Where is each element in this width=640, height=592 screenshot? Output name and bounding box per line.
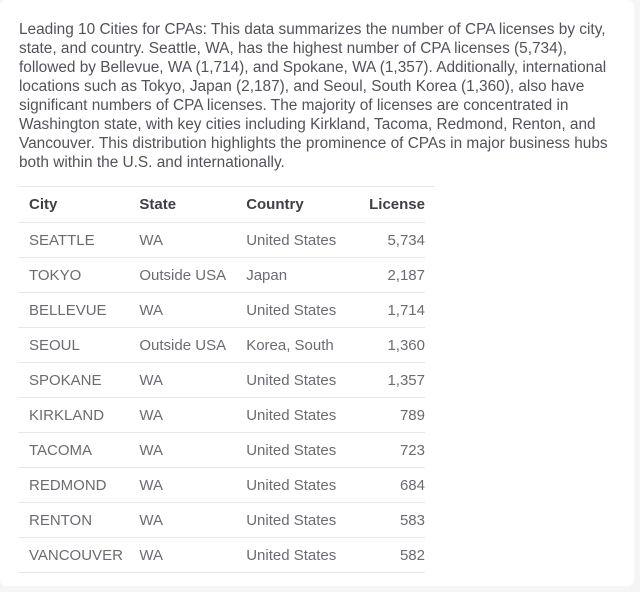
cell-city: KIRKLAND xyxy=(18,397,140,433)
cell-city: TACOMA xyxy=(18,432,140,468)
cell-city: RENTON xyxy=(18,502,140,538)
cell-country: United States xyxy=(246,537,354,573)
cell-state: WA xyxy=(139,292,247,328)
cell-license: 1,357 xyxy=(353,362,425,398)
cell-license: 2,187 xyxy=(353,257,425,293)
table-row: SEOUL Outside USA Korea, South 1,360 xyxy=(18,327,425,363)
cell-city: SEATTLE xyxy=(18,222,140,258)
cell-state: WA xyxy=(139,222,247,258)
cell-country: United States xyxy=(246,432,354,468)
cpa-table-container: City State Country License SEATTLE WA Un… xyxy=(18,186,435,573)
cell-country: United States xyxy=(246,222,354,258)
cell-license: 582 xyxy=(353,537,425,573)
cell-license: 5,734 xyxy=(353,222,425,258)
cell-state: Outside USA xyxy=(139,257,247,293)
cell-state: Outside USA xyxy=(139,327,247,363)
cell-state: WA xyxy=(139,397,247,433)
cell-city: SEOUL xyxy=(18,327,140,363)
table-row: VANCOUVER WA United States 582 xyxy=(18,537,425,573)
cell-country: United States xyxy=(246,502,354,538)
table-row: SEATTLE WA United States 5,734 xyxy=(18,222,425,258)
summary-text: Leading 10 Cities for CPAs: This data su… xyxy=(19,21,608,171)
cell-country: United States xyxy=(246,362,354,398)
table-row: REDMOND WA United States 684 xyxy=(18,467,425,503)
cell-license: 1,360 xyxy=(353,327,425,363)
header-state: State xyxy=(139,187,247,223)
cell-city: REDMOND xyxy=(18,467,140,503)
table-row: BELLEVUE WA United States 1,714 xyxy=(18,292,425,328)
cell-city: SPOKANE xyxy=(18,362,140,398)
cell-country: Japan xyxy=(246,257,354,293)
cell-city: VANCOUVER xyxy=(18,537,140,573)
table-row: TOKYO Outside USA Japan 2,187 xyxy=(18,257,425,293)
header-country: Country xyxy=(246,187,354,223)
table-row: TACOMA WA United States 723 xyxy=(18,432,425,468)
header-city: City xyxy=(18,187,140,223)
cell-country: United States xyxy=(246,292,354,328)
table-row: KIRKLAND WA United States 789 xyxy=(18,397,425,433)
cell-state: WA xyxy=(139,502,247,538)
cell-license: 583 xyxy=(353,502,425,538)
cell-country: United States xyxy=(246,397,354,433)
cell-license: 684 xyxy=(353,467,425,503)
table-row: RENTON WA United States 583 xyxy=(18,502,425,538)
cpa-licenses-table: City State Country License SEATTLE WA Un… xyxy=(18,187,425,573)
cell-state: WA xyxy=(139,362,247,398)
cell-country: United States xyxy=(246,467,354,503)
header-license: License xyxy=(353,187,425,223)
cell-license: 1,714 xyxy=(353,292,425,328)
table-header-row: City State Country License xyxy=(18,187,425,223)
cell-state: WA xyxy=(139,432,247,468)
cell-license: 789 xyxy=(353,397,425,433)
table-row: SPOKANE WA United States 1,357 xyxy=(18,362,425,398)
cell-city: TOKYO xyxy=(18,257,140,293)
cell-license: 723 xyxy=(353,432,425,468)
cell-country: Korea, South xyxy=(246,327,354,363)
cell-state: WA xyxy=(139,537,247,573)
cell-state: WA xyxy=(139,467,247,503)
cell-city: BELLEVUE xyxy=(18,292,140,328)
